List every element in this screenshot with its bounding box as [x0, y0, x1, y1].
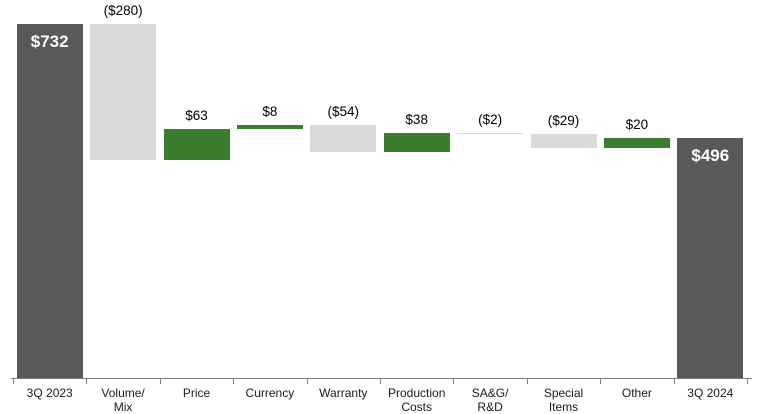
x-axis-label-line: Items — [548, 399, 579, 414]
x-axis-tick — [380, 379, 381, 384]
x-axis-label-3q-2024: 3Q 2024 — [674, 386, 747, 401]
x-axis-label-line: Mix — [113, 399, 133, 414]
x-axis-label-line: 3Q 2023 — [26, 386, 73, 400]
value-label-warranty: ($54) — [327, 104, 360, 120]
x-axis-label-line: 3Q 2024 — [687, 386, 734, 400]
value-label-currency: $8 — [262, 104, 278, 120]
x-axis-label-3q-2023: 3Q 2023 — [13, 386, 86, 401]
x-axis-label-line: Volume/ — [101, 386, 145, 400]
bar-sa-g-r-d — [457, 133, 524, 135]
bar-volume-mix — [90, 24, 157, 160]
x-axis-label-warranty: Warranty — [307, 386, 380, 401]
bar-currency — [236, 125, 303, 130]
x-axis-label-line: Costs — [401, 399, 433, 414]
x-axis-tick — [674, 379, 675, 384]
x-axis-label-line: Warranty — [319, 386, 368, 400]
x-axis-label-price: Price — [160, 386, 233, 401]
x-axis-label-line: Currency — [245, 386, 295, 400]
x-axis-tick — [600, 379, 601, 384]
x-axis-label-currency: Currency — [233, 386, 306, 401]
value-label-special-items: ($29) — [547, 113, 580, 129]
x-axis-label-special-items: Special Items — [527, 386, 600, 414]
x-axis-label-line: Price — [182, 386, 211, 400]
value-label-volume-mix: ($280) — [103, 3, 143, 18]
x-axis-tick — [453, 379, 454, 384]
x-axis-tick — [307, 379, 308, 384]
x-axis-tick — [527, 379, 528, 384]
x-axis-tick — [160, 379, 161, 384]
x-axis-label-sa-g-r-d: SA&G/R&D — [453, 386, 526, 414]
value-label-other: $20 — [625, 117, 649, 133]
x-axis-line — [11, 378, 752, 379]
value-label-3q-2023: $732 — [30, 32, 69, 51]
bar-3q-2023 — [16, 24, 83, 379]
x-axis-label-production-costs: Production Costs — [380, 386, 453, 414]
x-axis-tick — [86, 379, 87, 384]
x-axis-tick — [747, 379, 748, 384]
x-axis-label-line: Special — [543, 386, 584, 400]
bar-other — [603, 138, 670, 149]
x-axis-tick — [233, 379, 234, 384]
bar-warranty — [310, 125, 377, 152]
x-axis-label-other: Other — [600, 386, 673, 401]
value-label-production-costs: $38 — [405, 112, 428, 128]
x-axis-label-line: R&D — [477, 399, 503, 414]
bar-price — [163, 129, 230, 160]
bar-3q-2024 — [677, 138, 744, 379]
x-axis-tick — [13, 379, 14, 384]
x-axis-label-volume-mix: Volume/Mix — [86, 386, 159, 414]
bar-special-items — [530, 134, 597, 149]
value-label-sa-g-r-d: ($2) — [478, 112, 503, 128]
value-label-3q-2024: $496 — [691, 146, 730, 166]
value-label-price: $63 — [185, 108, 208, 124]
x-axis-label-line: Other — [621, 386, 652, 400]
x-axis-label-line: SA&G/ — [471, 386, 509, 400]
bar-production-costs — [383, 133, 450, 152]
x-axis-label-line: Production — [388, 386, 446, 400]
